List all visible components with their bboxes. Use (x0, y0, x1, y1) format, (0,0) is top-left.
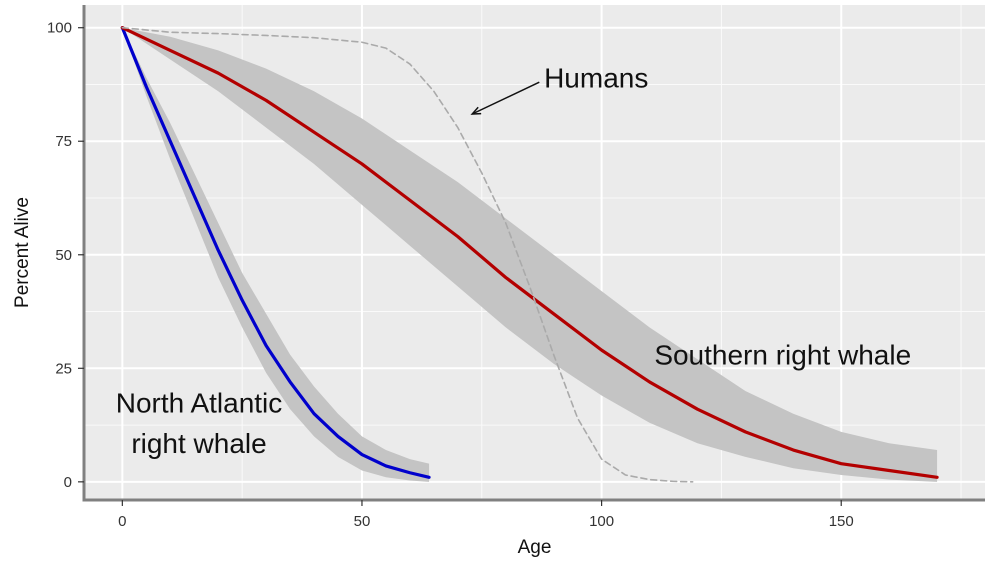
y-axis-title: Percent Alive (12, 197, 33, 308)
annotation-north-atlantic: North Atlantic (116, 387, 283, 418)
series-line-north_atlantic (120, 26, 431, 479)
y-tick-label: 50 (55, 247, 72, 264)
x-tick-label: 150 (829, 513, 854, 530)
tick-labels: 0 50 100 150 0 25 50 75 100 (47, 20, 854, 530)
x-axis-title: Age (518, 537, 552, 558)
annotations: Humans Southern right whale North Atlant… (116, 63, 911, 460)
annotation-right-whale: right whale (131, 428, 266, 459)
arrow-head (470, 106, 482, 115)
annotation-southern-right-whale: Southern right whale (654, 340, 911, 371)
x-tick-label: 0 (118, 513, 126, 530)
annotation-humans: Humans (544, 63, 648, 94)
x-tick-label: 100 (589, 513, 614, 530)
arrow-shaft (471, 81, 540, 115)
series-line-humans (121, 26, 694, 483)
y-tick-label: 75 (55, 133, 72, 150)
y-tick-label: 0 (64, 474, 72, 491)
axes (82, 5, 985, 502)
y-tick-label: 25 (55, 360, 72, 377)
y-tick-label: 100 (47, 20, 72, 37)
series-line-southern (120, 26, 939, 479)
series-lines (120, 26, 939, 483)
humans-arrow (470, 81, 540, 115)
x-tick-label: 50 (354, 513, 371, 530)
